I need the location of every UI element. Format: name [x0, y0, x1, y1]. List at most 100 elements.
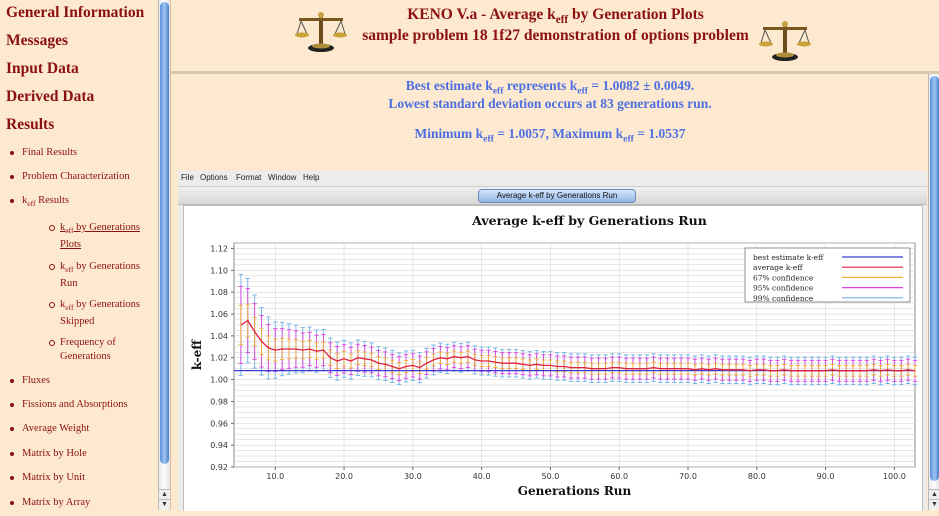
- scroll-up-arrow-icon[interactable]: ▲: [929, 489, 939, 499]
- x-tick-label: 10.0: [266, 472, 284, 481]
- keff-rest: Results: [35, 195, 70, 206]
- nav-final-results[interactable]: Final Results: [9, 147, 78, 158]
- summary-part: represents k: [503, 78, 578, 93]
- summary-sub: eff: [492, 85, 504, 97]
- nav-keff-by-generations-skipped[interactable]: keff by Generations Skipped: [49, 298, 155, 329]
- y-tick-label: 0.96: [210, 419, 228, 428]
- nav-keff-by-generations-plots[interactable]: keff by Generations Plots: [49, 221, 155, 252]
- min-max-summary: Minimum keff = 1.0057, Maximum keff = 1.…: [171, 126, 929, 145]
- x-tick-label: 40.0: [473, 472, 491, 481]
- scales-of-justice-icon: [759, 21, 811, 61]
- keff-sub: eff: [65, 226, 74, 236]
- keff-sub: eff: [65, 303, 74, 313]
- y-tick-label: 1.12: [210, 244, 228, 253]
- x-axis-label: Generations Run: [518, 484, 632, 498]
- menu-format[interactable]: Format: [236, 173, 262, 182]
- summary-sub: eff: [483, 133, 494, 145]
- nav-average-weight[interactable]: Average Weight: [9, 423, 90, 434]
- legend-label: best estimate k-eff: [753, 253, 824, 262]
- tab-average-keff-by-generations-run[interactable]: Average k-eff by Generations Run: [478, 189, 636, 203]
- keff-rest: by Generations Run: [60, 261, 140, 290]
- x-tick-label: 20.0: [335, 472, 353, 481]
- y-tick-label: 1.04: [210, 332, 228, 341]
- nav-keff-results[interactable]: keff Results: [9, 194, 70, 210]
- menu-help[interactable]: Help: [303, 173, 320, 182]
- navigation-sidebar: General Information Messages Input Data …: [0, 0, 158, 510]
- keff-rest: by Generations Plots: [60, 222, 140, 251]
- menu-window[interactable]: Window: [268, 173, 297, 182]
- nav-problem-characterization[interactable]: Problem Characterization: [10, 171, 130, 182]
- summary-part: Minimum k: [414, 126, 484, 141]
- nav-matrix-by-hole[interactable]: Matrix by Hole: [10, 448, 87, 459]
- x-tick-label: 70.0: [679, 472, 697, 481]
- nav-input-data[interactable]: Input Data: [6, 60, 79, 77]
- plot-menubar: File Options Format Window Help: [178, 171, 927, 185]
- x-tick-label: 80.0: [748, 472, 766, 481]
- nav-keff-by-generations-run[interactable]: keff by Generations Run: [49, 260, 155, 291]
- page-title-sub: eff: [555, 14, 569, 27]
- nav-matrix-by-array[interactable]: Matrix by Array: [9, 497, 91, 508]
- scales-of-justice-icon: [295, 12, 347, 52]
- page-title: KENO V.a - Average keff by Generation Pl…: [171, 6, 939, 26]
- main-scrollbar-thumb[interactable]: [930, 76, 939, 481]
- nav-results[interactable]: Results: [6, 116, 55, 133]
- y-tick-label: 0.92: [210, 463, 228, 472]
- y-tick-label: 1.00: [210, 376, 228, 385]
- main-frame: Best estimate keff represents keff = 1.0…: [170, 74, 939, 511]
- menu-options[interactable]: Options: [200, 173, 228, 182]
- nav-messages[interactable]: Messages: [6, 32, 68, 49]
- y-tick-label: 1.10: [210, 266, 228, 275]
- nav-fluxes[interactable]: Fluxes: [9, 375, 51, 386]
- summary-sub: eff: [577, 85, 589, 97]
- plot-window: File Options Format Window Help Average …: [178, 171, 927, 511]
- legend-label: 99% confidence: [753, 294, 814, 303]
- plot-area: 0.92 0.94 0.96 0.98 1.00 1.02 1.04 1.06 1.08 1.10…: [183, 205, 923, 511]
- keff-rest: by Generations Skipped: [60, 299, 140, 328]
- x-tick-label: 50.0: [542, 472, 560, 481]
- nav-fissions-and-absorptions[interactable]: Fissions and Absorptions: [10, 399, 128, 410]
- chart-title: Average k-eff by Generations Run: [471, 213, 707, 228]
- nav-derived-data[interactable]: Derived Data: [6, 88, 95, 105]
- page-title-part: KENO V.a - Average k: [407, 6, 556, 23]
- nav-scrollbar-thumb[interactable]: [160, 2, 169, 464]
- x-tick-label: 100.0: [883, 472, 906, 481]
- y-tick-label: 1.02: [210, 354, 228, 363]
- nav-general-information[interactable]: General Information: [6, 4, 145, 21]
- legend-label: 67% confidence: [753, 273, 814, 282]
- keff-sub: eff: [65, 265, 74, 275]
- y-tick-label: 1.08: [210, 288, 228, 297]
- nav-scrollbar[interactable]: ▲ ▼: [158, 0, 170, 510]
- y-tick-label: 1.06: [210, 310, 228, 319]
- page-subtitle: sample problem 18 1f27 demonstration of …: [362, 27, 749, 44]
- x-tick-label: 60.0: [610, 472, 628, 481]
- header-frame: KENO V.a - Average keff by Generation Pl…: [170, 0, 939, 74]
- summary-part: = 1.0537: [633, 126, 686, 141]
- y-tick-label: 0.98: [210, 397, 228, 406]
- keff-chart: 0.92 0.94 0.96 0.98 1.00 1.02 1.04 1.06 1.08 1.10…: [190, 213, 918, 498]
- keff-k: k: [60, 261, 66, 272]
- menu-file[interactable]: File: [181, 173, 194, 182]
- summary-part: = 1.0057, Maximum k: [493, 126, 624, 141]
- y-tick-label: 0.94: [210, 441, 228, 450]
- average-keff-line: [240, 319, 916, 372]
- keff-k: k: [60, 299, 66, 310]
- scroll-up-arrow-icon[interactable]: ▲: [159, 489, 170, 499]
- keff-k: k: [22, 195, 28, 206]
- x-tick-label: 30.0: [404, 472, 422, 481]
- best-estimate-summary: Best estimate keff represents keff = 1.0…: [171, 78, 929, 97]
- scroll-down-arrow-icon[interactable]: ▼: [929, 499, 939, 509]
- x-tick-label: 90.0: [817, 472, 835, 481]
- y-axis-label: k-eff: [190, 339, 204, 370]
- plot-window-titlebar: Average k-eff by Generations Run: [178, 186, 927, 205]
- keff-sub: eff: [27, 199, 36, 209]
- legend-label: 95% confidence: [753, 284, 814, 293]
- nav-matrix-by-unit[interactable]: Matrix by Unit: [10, 472, 85, 483]
- summary-sub: eff: [623, 133, 634, 145]
- main-scrollbar[interactable]: ▲ ▼: [928, 74, 939, 510]
- summary-part: Best estimate k: [405, 78, 493, 93]
- scroll-down-arrow-icon[interactable]: ▼: [159, 499, 170, 509]
- summary-part: = 1.0082 ± 0.0049.: [588, 78, 695, 93]
- legend-label: average k-eff: [753, 263, 803, 272]
- lowest-std-dev-summary: Lowest standard deviation occurs at 83 g…: [388, 96, 712, 111]
- nav-frequency-of-generations[interactable]: Frequency of Generations: [49, 336, 155, 364]
